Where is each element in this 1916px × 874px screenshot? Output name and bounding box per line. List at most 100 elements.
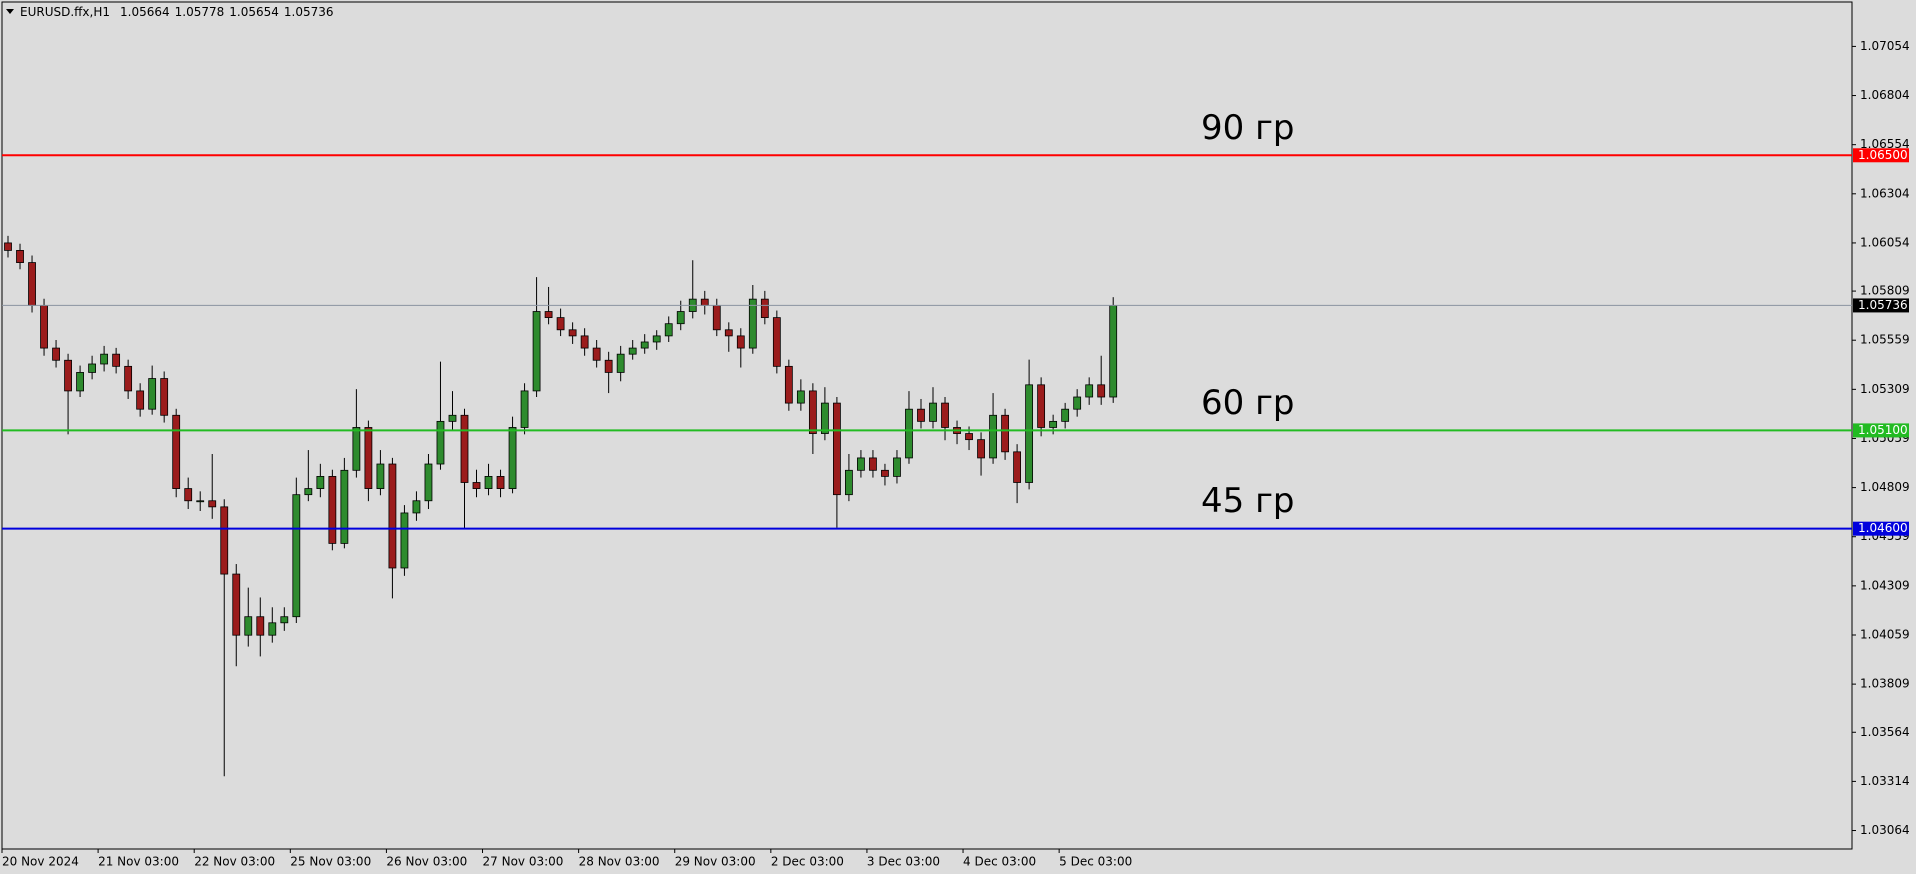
candle-body [28, 262, 36, 306]
candle-body [965, 433, 973, 441]
menu-arrow[interactable] [6, 9, 14, 14]
candle-body [448, 414, 457, 422]
candle-body [460, 414, 469, 483]
y-tick-label: 1.05559 [1860, 333, 1910, 347]
y-tick-label: 1.04809 [1860, 480, 1910, 494]
candle-body [124, 365, 133, 392]
x-tick-label: 29 Nov 03:00 [675, 855, 756, 869]
candle-body [676, 311, 685, 325]
y-tick-label: 1.05809 [1860, 284, 1910, 298]
candle-body [833, 402, 841, 496]
candle-body [76, 372, 84, 392]
candle-body [784, 365, 793, 404]
candle-body [700, 298, 709, 306]
candle-body [40, 305, 48, 349]
candle-body [941, 402, 949, 428]
candle-body [796, 390, 805, 404]
y-tick-label: 1.03564 [1860, 725, 1910, 739]
candle-body [989, 414, 997, 459]
candle-body [881, 469, 889, 477]
x-tick-label: 26 Nov 03:00 [386, 855, 467, 869]
y-tick-label: 1.05309 [1860, 382, 1910, 396]
y-tick-label: 1.06554 [1860, 137, 1910, 151]
ohlc-close: 1.05736 [284, 5, 334, 19]
candle-body [520, 390, 529, 428]
candle-body [1013, 451, 1021, 483]
y-tick-label: 1.06304 [1860, 186, 1910, 200]
candle-body [184, 488, 193, 502]
candle-body [64, 359, 72, 392]
y-tick-label: 1.06054 [1860, 235, 1910, 249]
candle-body [208, 500, 217, 508]
level-price-box [1853, 521, 1909, 536]
candle-body [328, 475, 337, 544]
y-tick-label: 1.03809 [1860, 677, 1910, 691]
candle-body [220, 506, 229, 575]
candle-body [556, 317, 565, 331]
candle-body [857, 457, 865, 471]
plot-frame [1, 1, 1853, 850]
ohlc-high: 1.05778 [175, 5, 225, 19]
y-tick-label: 1.03314 [1860, 774, 1910, 788]
candle-body [256, 616, 265, 636]
candle-body [148, 378, 157, 410]
candle-body [820, 402, 829, 434]
level-annotation: 60 гр [1201, 383, 1295, 423]
x-tick-label: 3 Dec 03:00 [867, 855, 940, 869]
x-tick-label: 4 Dec 03:00 [963, 855, 1036, 869]
candle-body [232, 573, 241, 636]
candle-body [869, 457, 877, 471]
candle-body [508, 427, 517, 489]
candle-body [1049, 420, 1058, 428]
candle-body [172, 414, 181, 489]
candle-body [436, 420, 445, 465]
level-price-box [1853, 423, 1909, 438]
x-tick-label: 22 Nov 03:00 [194, 855, 275, 869]
level-price-label: 1.06500 [1858, 148, 1908, 162]
candle-body [929, 402, 937, 422]
candle-body [905, 408, 913, 459]
level-annotation: 90 гр [1201, 108, 1295, 148]
symbol: EURUSD.ffx,H1 [20, 5, 110, 19]
candle-body [1037, 384, 1046, 428]
candle-body [16, 250, 24, 263]
candle-body [760, 298, 769, 319]
level-annotation: 45 гр [1201, 481, 1295, 521]
candle-body [1025, 384, 1034, 483]
candle-body [88, 363, 96, 373]
y-tick-label: 1.06804 [1860, 88, 1910, 102]
candle-body [568, 329, 577, 337]
candle-body [496, 475, 505, 489]
candle-body [352, 427, 361, 471]
candle-body [808, 390, 817, 434]
candle-body [196, 500, 205, 503]
candle-body [376, 463, 385, 489]
candle-body [4, 242, 12, 251]
candle-body [472, 482, 481, 489]
candle-body [1061, 408, 1070, 422]
candle-body [845, 469, 853, 496]
x-tick-label: 28 Nov 03:00 [579, 855, 660, 869]
candle-body [724, 329, 733, 337]
candle-body [592, 347, 601, 361]
candle-body [484, 475, 493, 489]
candle-body [280, 616, 289, 624]
candle-body [100, 353, 109, 365]
x-tick-label: 25 Nov 03:00 [290, 855, 371, 869]
candle-body [112, 353, 121, 367]
candle-body [424, 463, 433, 502]
candle-body [388, 463, 397, 569]
ohlc-open: 1.05664 [120, 5, 170, 19]
candle-body [580, 335, 589, 349]
candle-body [748, 298, 757, 349]
candle-body [316, 475, 325, 489]
candle-body [1097, 384, 1106, 398]
level-price-box [1853, 148, 1909, 163]
candle-body [52, 347, 60, 361]
candle-body [604, 359, 613, 373]
ohlc-low: 1.05654 [229, 5, 279, 19]
candle-body [712, 305, 721, 331]
candle-body [736, 335, 745, 349]
candle-body [532, 311, 541, 392]
